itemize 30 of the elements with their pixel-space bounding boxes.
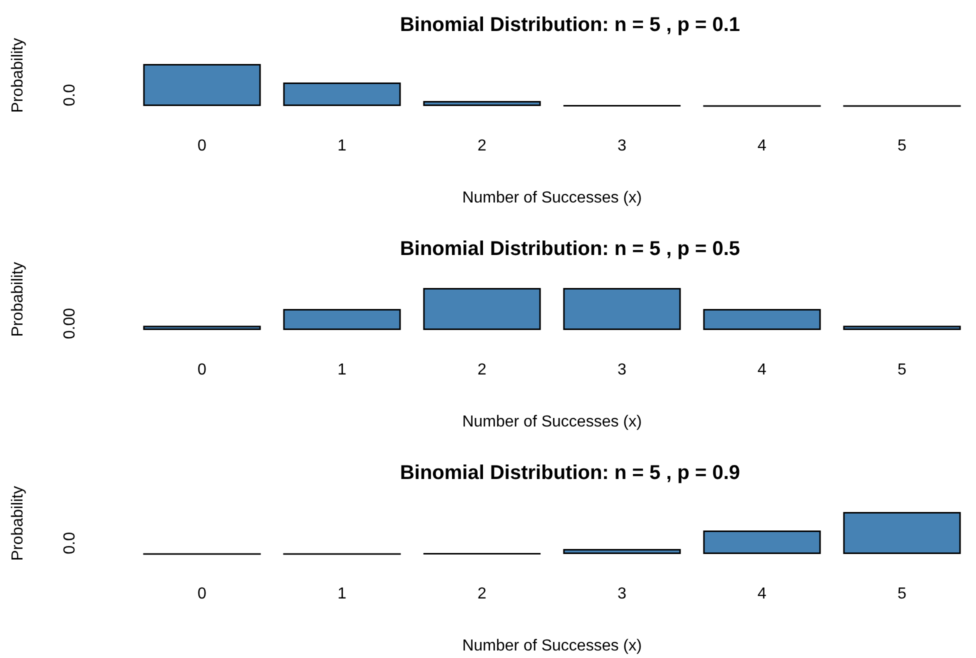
x-tick-label: 1 (338, 362, 347, 378)
chart-title: Binomial Distribution: n = 5 , p = 0.5 (400, 238, 740, 260)
text: 0.0 (62, 84, 78, 106)
x-tick-label: 1 (338, 138, 347, 154)
x-axis-title: Number of Successes (x) (462, 414, 642, 430)
x-tick-label: 4 (758, 138, 767, 154)
x-tick-label: 5 (898, 138, 907, 154)
x-tick-label: 4 (758, 586, 767, 602)
y-axis-title: Probability (10, 486, 26, 561)
x-tick-label: 2 (478, 362, 487, 378)
x-tick-label: 0 (198, 362, 207, 378)
x-tick-label: 3 (618, 586, 627, 602)
x-tick-label: 0 (198, 586, 207, 602)
y-axis-title: Probability (10, 38, 26, 113)
x-tick-label: 4 (758, 362, 767, 378)
x-tick-label: 2 (478, 586, 487, 602)
x-axis-title: Number of Successes (x) (462, 638, 642, 654)
x-tick-label: 3 (618, 138, 627, 154)
chart-title: Binomial Distribution: n = 5 , p = 0.1 (400, 14, 740, 36)
y-axis-title: Probability (10, 262, 26, 337)
x-tick-label: 0 (198, 138, 207, 154)
x-tick-label: 1 (338, 586, 347, 602)
x-tick-label: 2 (478, 138, 487, 154)
x-tick-label: 3 (618, 362, 627, 378)
text: 0.00 (62, 308, 78, 340)
x-axis-title: Number of Successes (x) (462, 190, 642, 206)
x-tick-label: 5 (898, 586, 907, 602)
x-tick-label: 5 (898, 362, 907, 378)
chart-title: Binomial Distribution: n = 5 , p = 0.9 (400, 462, 740, 484)
text: 0.0 (62, 532, 78, 554)
